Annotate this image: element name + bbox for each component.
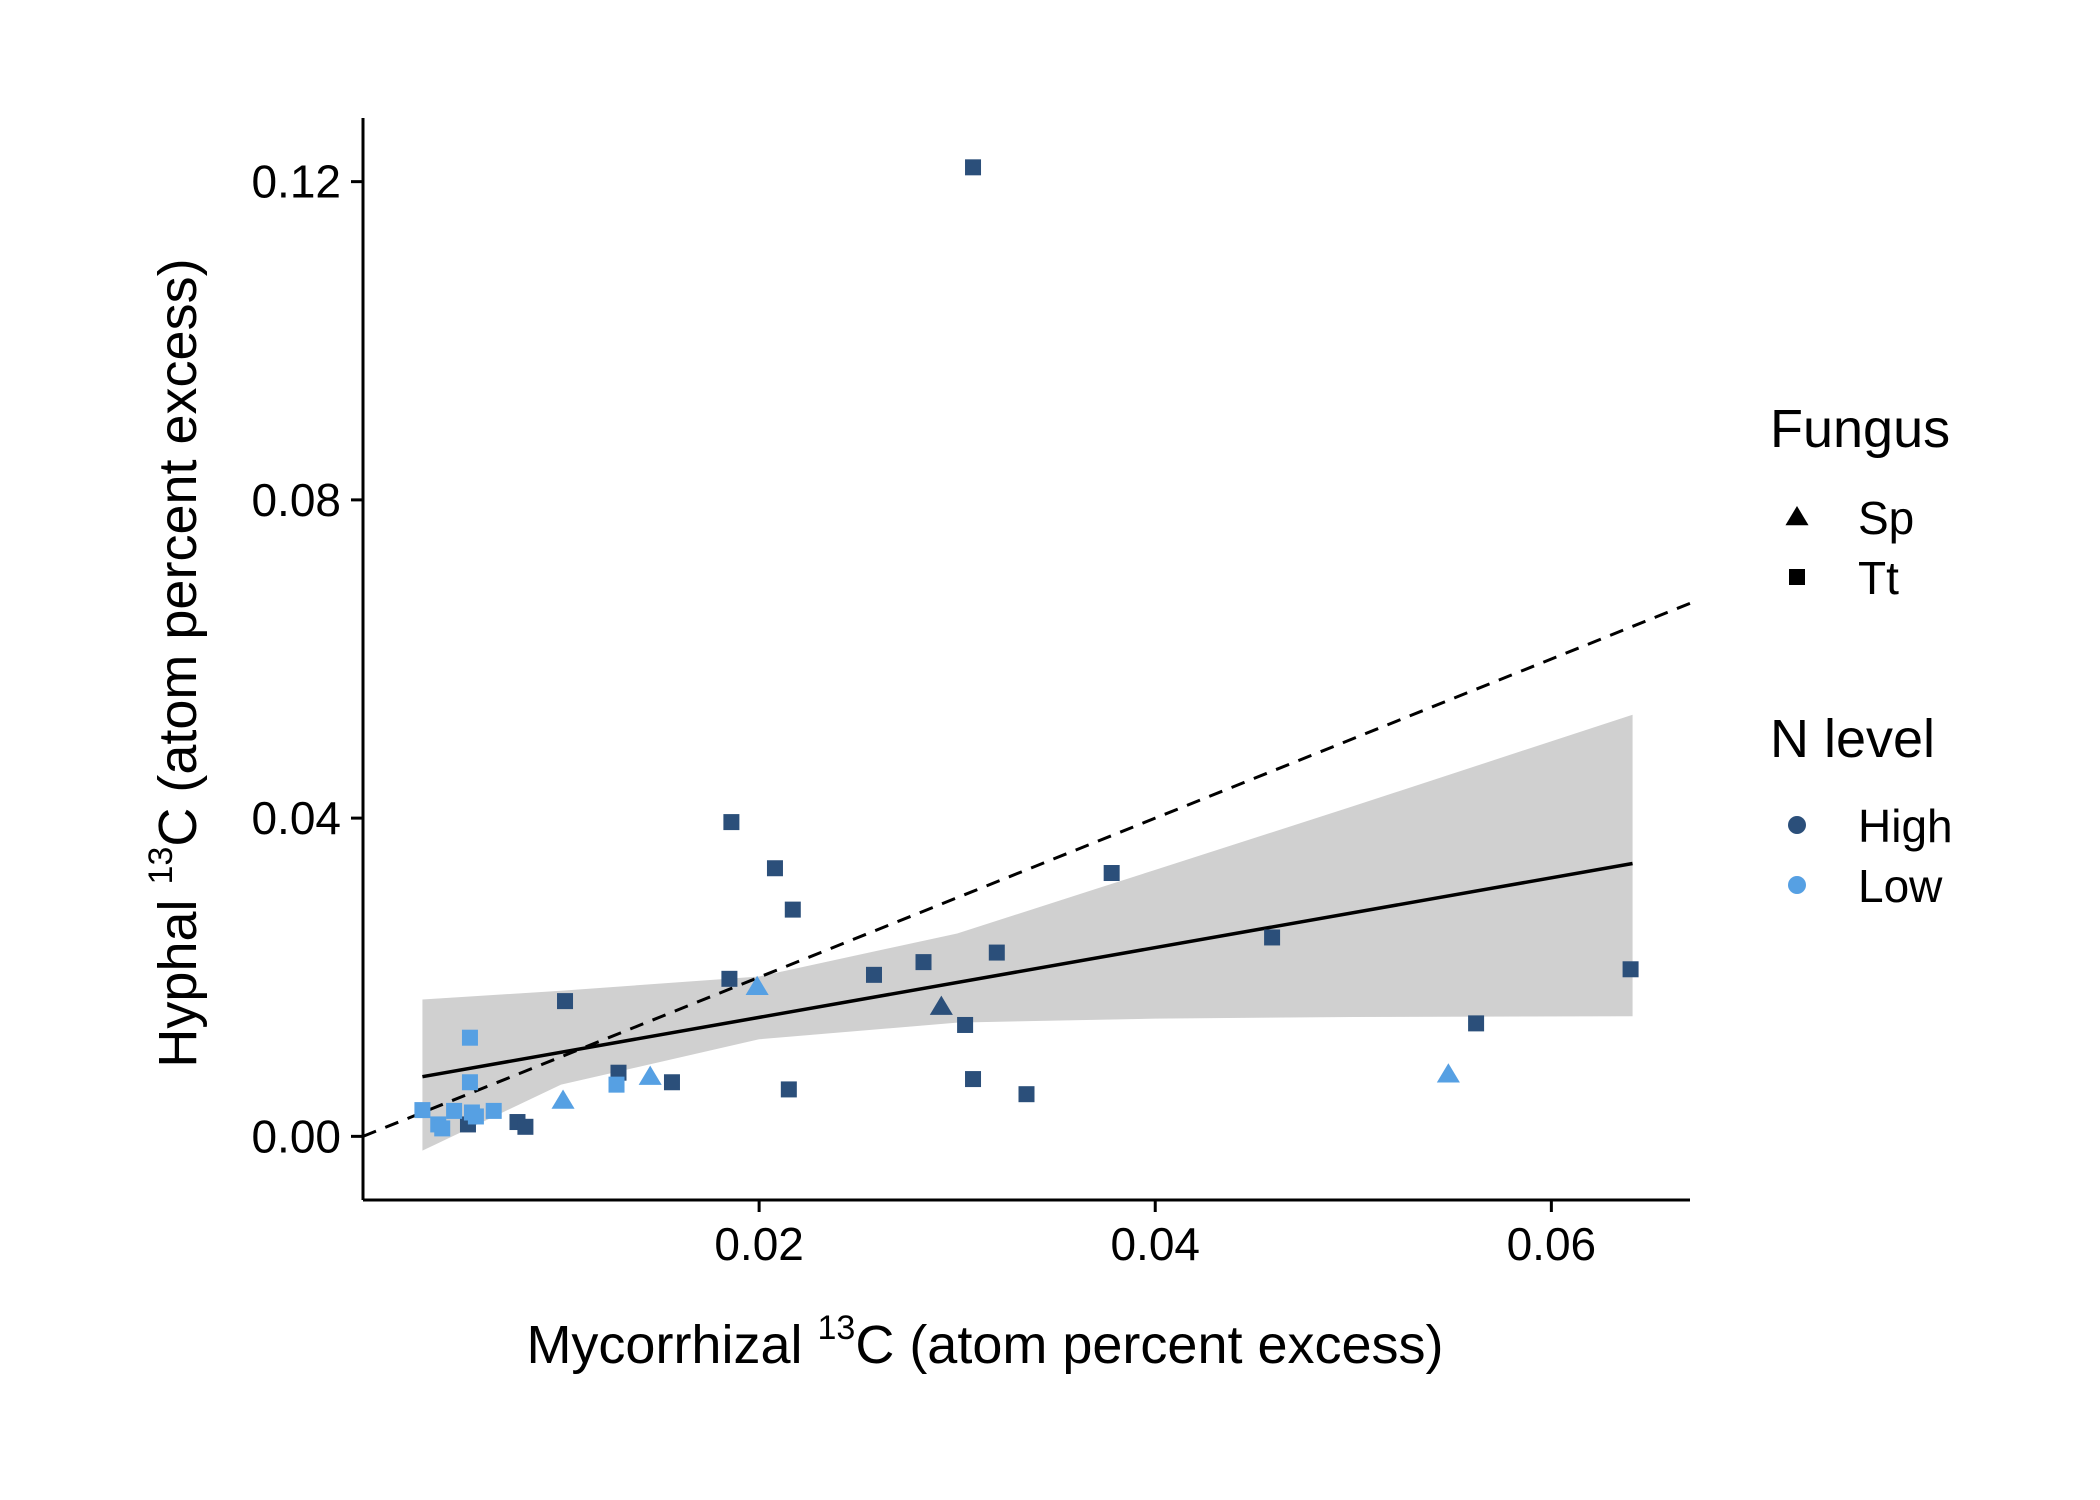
data-point-square	[446, 1102, 463, 1119]
x-tick-label: 0.04	[1110, 1218, 1200, 1270]
data-point-square	[965, 1071, 982, 1088]
data-point-square	[988, 944, 1005, 961]
data-point-square	[414, 1102, 431, 1119]
axes: 0.02 0.04 0.06 0.00 0.04 0.08 0.12	[251, 118, 1690, 1270]
data-point-square	[467, 1108, 484, 1125]
data-point-triangle	[551, 1089, 575, 1109]
data-point-triangle	[745, 975, 769, 996]
data-point-square	[723, 814, 740, 831]
data-point-triangle	[1436, 1063, 1460, 1083]
data-point-square	[1264, 929, 1281, 946]
x-tick-label: 0.06	[1507, 1218, 1597, 1270]
y-axis-title-post: C (atom percent excess)	[148, 258, 208, 846]
data-point-square	[517, 1118, 534, 1135]
data-point-square	[1018, 1086, 1035, 1103]
data-point-square	[608, 1076, 625, 1093]
point-layer	[414, 159, 1639, 1137]
data-point-square	[784, 901, 801, 918]
regression-line	[422, 861, 1633, 1079]
x-axis-title-post: C (atom percent excess)	[855, 1315, 1443, 1375]
data-point-triangle	[929, 995, 953, 1015]
x-axis-title-sup: 13	[818, 1309, 856, 1347]
legend: Fungus Sp Tt N level High Low	[1770, 399, 1953, 912]
legend-marker-triangle	[1785, 506, 1809, 526]
y-tick-label: 0.08	[251, 474, 341, 526]
legend-marker-high	[1788, 816, 1806, 834]
y-axis-title-pre: Hyphal	[148, 884, 208, 1067]
y-axis-title: Hyphal 13C (atom percent excess)	[142, 258, 208, 1067]
data-point-square	[1468, 1015, 1485, 1032]
legend-label-tt: Tt	[1858, 552, 1899, 604]
data-point-square	[461, 1074, 478, 1091]
y-ticks: 0.00 0.04 0.08 0.12	[251, 156, 363, 1162]
data-point-triangle	[638, 1065, 662, 1085]
data-point-square	[485, 1102, 502, 1119]
data-point-square	[965, 159, 982, 176]
legend-title-n-level: N level	[1770, 709, 1935, 769]
y-tick-label: 0.12	[251, 156, 341, 208]
data-point-square	[865, 966, 882, 983]
legend-label-sp: Sp	[1858, 492, 1914, 544]
y-tick-label: 0.00	[251, 1110, 341, 1162]
data-point-square	[766, 860, 783, 877]
legend-title-fungus: Fungus	[1770, 399, 1950, 459]
data-point-square	[957, 1016, 974, 1033]
legend-label-high: High	[1858, 800, 1953, 852]
data-point-square	[1103, 865, 1120, 882]
data-point-square	[461, 1029, 478, 1046]
data-point-square	[915, 954, 932, 971]
confidence-band	[422, 714, 1633, 1151]
plot-area	[362, 159, 1691, 1151]
y-tick-label: 0.04	[251, 792, 341, 844]
confidence-band-layer	[422, 714, 1633, 1151]
x-ticks: 0.02 0.04 0.06	[714, 1200, 1596, 1270]
x-axis-title: Mycorrhizal 13C (atom percent excess)	[526, 1309, 1443, 1375]
line-layer	[362, 601, 1691, 1138]
y-axis-title-sup: 13	[142, 847, 180, 885]
data-point-square	[663, 1074, 680, 1091]
data-point-square	[721, 970, 738, 987]
legend-marker-square	[1789, 569, 1805, 585]
data-point-square	[434, 1120, 451, 1137]
data-point-square	[1622, 961, 1639, 978]
x-tick-label: 0.02	[714, 1218, 804, 1270]
legend-label-low: Low	[1858, 860, 1943, 912]
data-point-square	[557, 993, 574, 1010]
legend-marker-low	[1788, 876, 1806, 894]
x-axis-title-pre: Mycorrhizal	[526, 1315, 817, 1375]
data-point-square	[780, 1081, 797, 1098]
